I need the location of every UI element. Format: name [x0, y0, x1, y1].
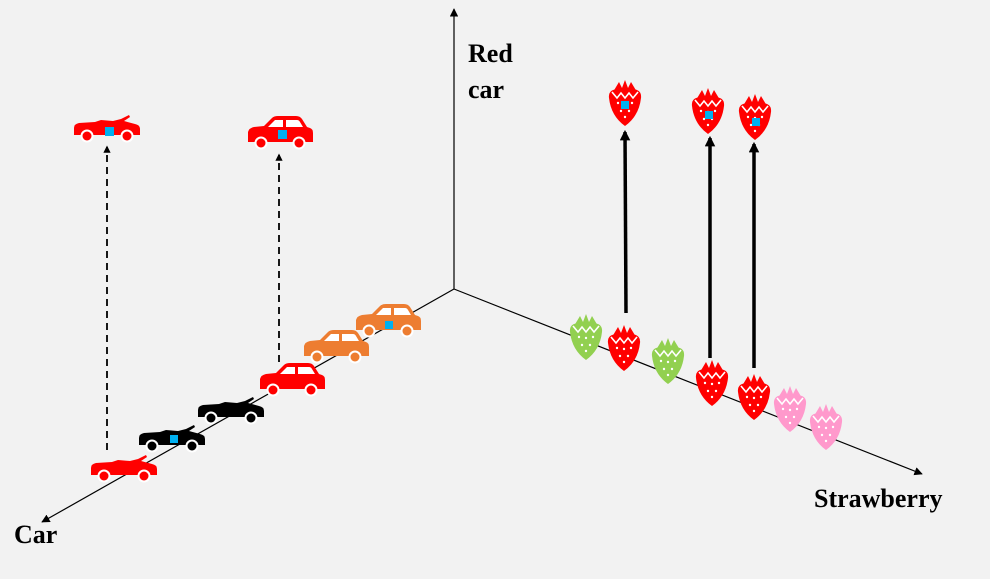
- red-convertible-car-icon: [91, 455, 157, 483]
- projected-cars: [74, 115, 313, 150]
- red-strawberry-icon: [695, 359, 729, 407]
- green-strawberry-icon: [651, 337, 685, 385]
- strawberry-projections: [619, 129, 760, 368]
- projected-strawberries: [608, 79, 772, 141]
- blue-square-marker: [105, 127, 114, 136]
- blue-square-marker: [705, 111, 713, 119]
- strawberry-axis: [453, 288, 923, 476]
- red-strawberry-icon: [607, 324, 641, 372]
- vertical-axis-label-line1: Red: [468, 39, 513, 68]
- strawberry-axis-label: Strawberry: [814, 484, 943, 513]
- blue-square-marker: [170, 435, 178, 443]
- black-convertible-car-icon: [198, 397, 264, 425]
- vertical-axis-label-line2: car: [468, 75, 505, 104]
- bold-arrow-1: [619, 129, 631, 314]
- pink-strawberry-icon: [809, 403, 843, 451]
- red-car-icon: [260, 363, 325, 397]
- orange-car-icon: [304, 330, 369, 364]
- car-projections: [103, 145, 283, 450]
- red-strawberry-icon: [738, 93, 772, 141]
- cars-on-axis: [91, 304, 421, 483]
- orange-car-icon: [356, 304, 421, 338]
- blue-square-marker: [752, 118, 760, 126]
- vertical-axis-label: Red car: [468, 36, 513, 108]
- green-strawberry-icon: [569, 313, 603, 361]
- car-axis-label: Car: [14, 520, 58, 549]
- blue-square-marker: [385, 321, 393, 329]
- red-strawberry-icon: [737, 373, 771, 421]
- blue-square-marker: [278, 130, 287, 139]
- blue-square-marker: [621, 101, 629, 109]
- strawberries-on-axis: [569, 313, 843, 451]
- pink-strawberry-icon: [773, 385, 807, 433]
